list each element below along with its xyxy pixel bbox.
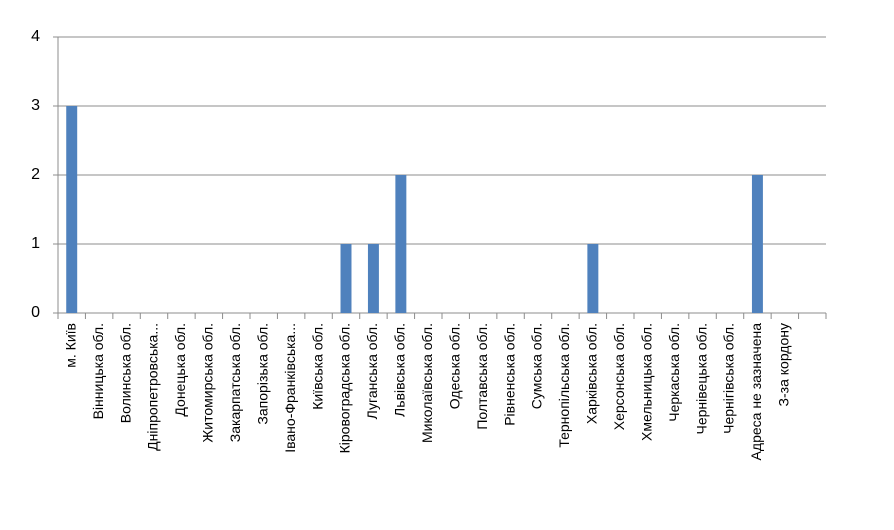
bar (751, 175, 763, 313)
y-tick-label: 4 (31, 28, 40, 45)
y-tick-label: 3 (31, 97, 40, 114)
x-tick-label: Львівська обл. (392, 323, 408, 417)
x-tick-label: З-за кордону (776, 323, 792, 406)
x-tick-label: Хмельницька обл. (638, 323, 654, 441)
x-tick-label: Херсонська обл. (611, 323, 627, 430)
x-tick-label: Чернігівська обл. (721, 323, 737, 434)
y-tick-label: 0 (31, 304, 40, 321)
x-tick-label: Полтавська обл. (474, 323, 490, 430)
x-tick-label: Волинська обл. (117, 323, 133, 423)
x-tick-label: Донецька обл. (172, 323, 188, 417)
bar (587, 244, 599, 313)
bar (340, 244, 352, 313)
bar (395, 175, 407, 313)
x-tick-label: Запорізька обл. (254, 323, 270, 425)
x-tick-label: Закарпатська обл. (227, 323, 243, 442)
bar (66, 106, 78, 313)
y-tick-label: 1 (31, 235, 40, 252)
x-tick-label: Київська обл. (309, 323, 325, 410)
x-tick-label: Кіровоградська обл. (337, 323, 353, 453)
x-tick-label: м. Київ (62, 323, 78, 368)
y-tick-label: 2 (31, 166, 40, 183)
x-tick-label: Тернопільська обл. (556, 323, 572, 448)
bar (367, 244, 379, 313)
x-tick-label: Сумська обл. (529, 323, 545, 409)
x-tick-label: Харківська обл. (584, 323, 600, 424)
x-tick-label: Миколаївська обл. (419, 323, 435, 443)
x-tick-label: Одеська обл. (446, 323, 462, 409)
x-tick-label: Івано-Франківська... (282, 323, 298, 453)
x-tick-label: Житомирська обл. (200, 323, 216, 443)
x-tick-label: Адреса не зазначена (748, 323, 764, 461)
x-tick-label: Чернівецька обл. (693, 323, 709, 434)
x-tick-label: Рівненська обл. (501, 323, 517, 426)
x-tick-label: Дніпропетровська... (145, 323, 161, 451)
x-tick-label: Вінницька обл. (90, 323, 106, 419)
x-tick-label: Луганська обл. (364, 323, 380, 419)
x-tick-label: Черкаська обл. (666, 323, 682, 422)
